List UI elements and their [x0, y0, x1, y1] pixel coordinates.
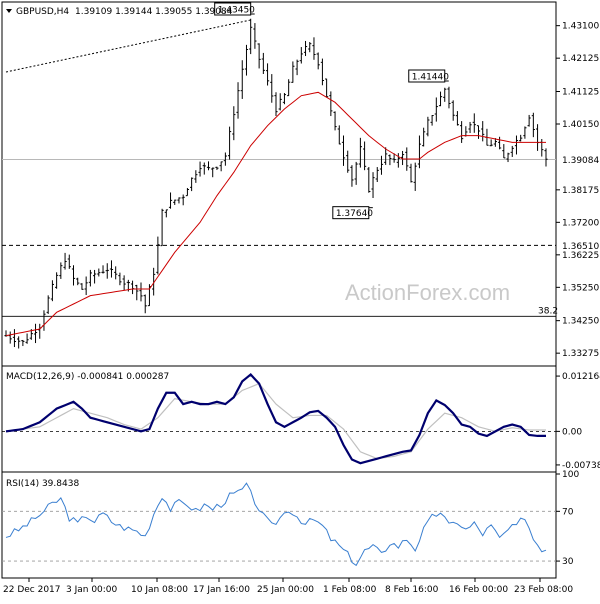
- current-price-tag-bg: [557, 153, 600, 166]
- rsi-line: [5, 482, 547, 567]
- trend-line: [5, 19, 251, 73]
- time-tick-label: 25 Jan 00:00: [257, 585, 314, 595]
- price-tick-label: 1.33275: [562, 349, 599, 359]
- time-tick-label: 8 Feb 16:00: [385, 585, 439, 595]
- moving-average-line: [5, 91, 546, 337]
- time-tick-label: 16 Feb 00:00: [449, 585, 508, 595]
- price-tick-label: 1.35250: [562, 283, 599, 293]
- price-tick-label: 1.34250: [562, 317, 599, 327]
- time-tick-label: 10 Jan 08:00: [131, 585, 188, 595]
- macd-layer: 0.012164 0.00 -0.007384: [2, 372, 600, 471]
- annotation-label: 1.37640: [336, 209, 373, 219]
- rsi-tick-label: 70: [562, 507, 574, 517]
- price-tick-label: 1.43100: [562, 22, 599, 32]
- macd-tick-label: 0.012164: [562, 372, 600, 382]
- fib-level-label: 38.2: [538, 306, 558, 316]
- rsi-tick-label: 30: [562, 557, 574, 567]
- y-axis-layer: 1.43100 1.42125 1.41125 1.40150 1.38175 1.372…: [556, 22, 600, 359]
- annotation-label: 1.43450: [218, 6, 255, 16]
- annotation-box: [214, 2, 252, 16]
- price-tick-label: 1.42125: [562, 54, 599, 64]
- annotation-box: [332, 206, 370, 220]
- price-tick-label: 1.41125: [562, 88, 599, 98]
- annotation-label: 1.41440: [412, 73, 449, 83]
- rsi-title: RSI(14) 39.8438: [6, 479, 79, 489]
- rsi-tick-label: 100: [562, 470, 579, 480]
- time-tick-label: 1 Feb 08:00: [323, 585, 377, 595]
- time-tick-label: 23 Feb 08:00: [514, 585, 573, 595]
- price-tick-label: 1.38175: [562, 186, 599, 196]
- macd-tick-label: 0.00: [562, 427, 582, 437]
- price-tick-label: 1.40150: [562, 120, 599, 130]
- chevron-down-icon: [6, 9, 12, 13]
- x-axis-layer: 22 Dec 2017 3 Jan 00:00 10 Jan 08:00 17 Jan…: [3, 578, 573, 595]
- macd-title: MACD(12,26,9) -0.000841 0.000287: [6, 372, 169, 382]
- level-price-tag-bg: [557, 239, 600, 252]
- time-tick-label: 22 Dec 2017: [3, 585, 61, 595]
- ohlc-readout: 1.39109 1.39144 1.39055 1.39084: [75, 7, 233, 17]
- price-tick-label: 1.37200: [562, 218, 599, 228]
- macd-main-line: [5, 373, 546, 465]
- watermark: ActionForex.com: [345, 280, 510, 305]
- time-tick-label: 3 Jan 00:00: [66, 585, 118, 595]
- price-layer: 38.2 1.43450 1.41440 1.37640: [2, 2, 558, 349]
- level-price-tag: 1.36510: [562, 242, 599, 252]
- time-tick-label: 17 Jan 16:00: [193, 585, 250, 595]
- price-title: GBPUSD,H4 1.39109 1.39144 1.39055 1.3908…: [6, 7, 233, 17]
- macd-tick-label: -0.007384: [562, 461, 600, 471]
- annotation-box: [408, 69, 446, 83]
- current-price-tag: 1.39084: [562, 156, 599, 166]
- rsi-panel-frame: [1, 471, 557, 579]
- price-panel-frame: [1, 1, 557, 367]
- symbol-label: GBPUSD,H4: [16, 7, 69, 17]
- rsi-layer: 100 70 30: [2, 470, 579, 567]
- price-tick-label: 1.36225: [562, 251, 599, 261]
